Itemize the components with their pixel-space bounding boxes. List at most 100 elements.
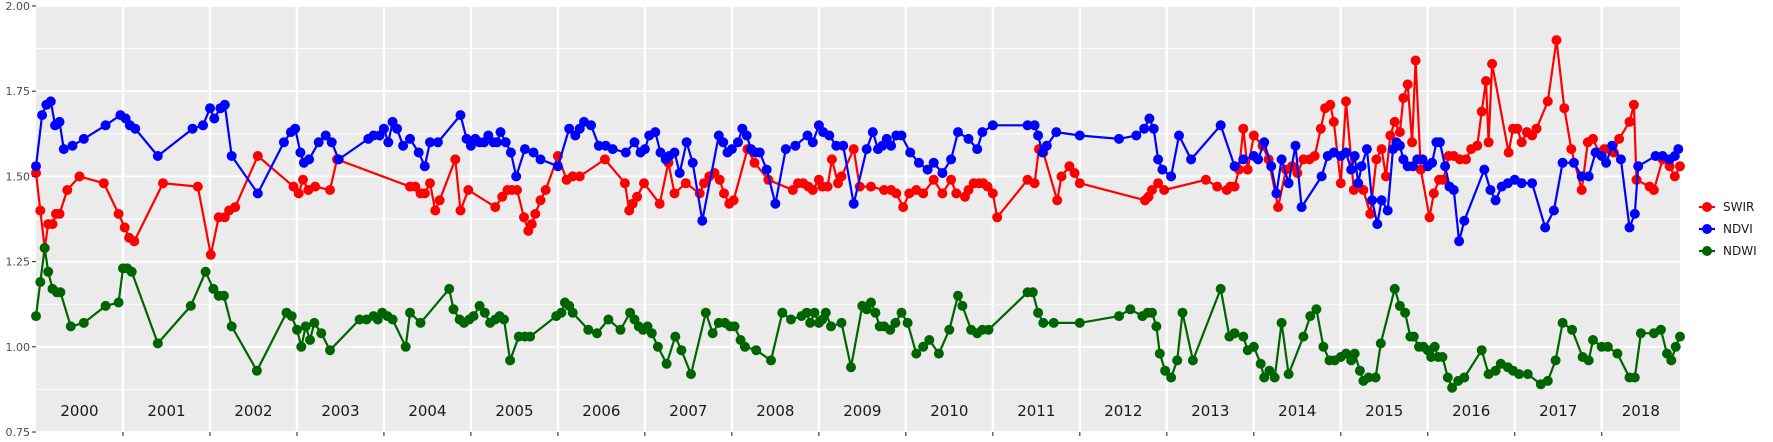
data-point (963, 133, 974, 144)
data-point (1487, 58, 1498, 69)
y-tick-label: 2.00 (6, 0, 31, 13)
data-point (1614, 133, 1625, 144)
data-point (205, 103, 215, 114)
data-point (226, 151, 237, 161)
data-point (992, 212, 1003, 223)
data-point (310, 181, 321, 192)
data-point (295, 147, 306, 158)
data-point (1408, 331, 1419, 342)
data-point (1607, 140, 1618, 151)
data-point (425, 178, 435, 189)
data-point (567, 307, 578, 318)
year-label: 2003 (321, 402, 359, 420)
data-point (898, 202, 909, 213)
data-point (632, 191, 643, 202)
data-point (1424, 212, 1435, 223)
data-point (1266, 161, 1277, 172)
data-point (415, 317, 426, 328)
data-point (963, 185, 974, 195)
year-label: 2015 (1365, 402, 1403, 420)
data-point (58, 144, 69, 155)
data-point (1361, 144, 1372, 155)
legend-label: NDWI (1723, 244, 1757, 258)
data-point (1341, 96, 1351, 107)
data-point (1557, 157, 1568, 168)
data-point (444, 283, 455, 294)
data-point (928, 174, 939, 185)
data-point (45, 96, 56, 107)
data-point (100, 300, 111, 311)
data-point (922, 164, 933, 175)
data-point (699, 178, 709, 189)
data-point (1033, 130, 1044, 141)
data-point (1675, 161, 1685, 172)
data-point (790, 140, 801, 151)
year-label: 2012 (1104, 402, 1142, 420)
data-point (1675, 331, 1685, 342)
data-point (1259, 137, 1270, 148)
data-point (1531, 123, 1542, 134)
data-point (1514, 369, 1525, 380)
data-point (78, 133, 89, 144)
data-point (1527, 178, 1538, 189)
data-point (1325, 99, 1336, 110)
data-point (47, 219, 58, 230)
data-point (432, 137, 443, 148)
data-point (809, 307, 820, 318)
data-point (1635, 328, 1646, 339)
data-point (378, 123, 389, 134)
data-point (1238, 123, 1249, 134)
data-point (669, 147, 680, 158)
data-point (1311, 304, 1322, 315)
data-point (1255, 358, 1266, 369)
data-point (1048, 317, 1059, 328)
data-point (425, 137, 435, 148)
data-point (252, 151, 263, 161)
data-point (1588, 133, 1598, 144)
data-point (1490, 195, 1501, 206)
data-point (519, 212, 529, 223)
legend-item-ndwi: NDWI (1699, 244, 1757, 258)
data-point (1485, 185, 1496, 195)
data-point (619, 178, 630, 189)
data-point (325, 345, 335, 356)
data-point (1027, 287, 1038, 298)
data-point (1229, 181, 1240, 192)
data-point (1363, 372, 1374, 383)
series-swir (31, 35, 1685, 260)
data-point (846, 362, 856, 373)
data-point (535, 154, 546, 165)
data-point (1559, 103, 1570, 114)
data-point (586, 120, 596, 131)
year-label: 2004 (408, 402, 446, 420)
data-point (1187, 355, 1198, 366)
data-point (599, 154, 610, 165)
y-tick-label: 1.00 (6, 341, 31, 354)
data-point (718, 137, 729, 148)
data-point (130, 123, 141, 134)
data-point (1346, 164, 1357, 175)
data-point (1370, 372, 1381, 383)
data-point (1341, 348, 1351, 359)
data-point (1516, 178, 1527, 189)
year-label: 2013 (1191, 402, 1229, 420)
data-point (333, 154, 344, 165)
data-point (1273, 202, 1284, 213)
data-point (1349, 151, 1360, 161)
data-point (987, 188, 998, 199)
data-point (749, 157, 760, 168)
data-point (218, 290, 229, 301)
data-point (714, 174, 725, 185)
data-point (468, 311, 479, 322)
data-point (1400, 307, 1411, 318)
data-point (866, 181, 876, 192)
data-point (1253, 154, 1264, 165)
data-point (226, 321, 237, 332)
data-point (831, 140, 842, 151)
data-point (1309, 151, 1320, 161)
data-point (1385, 130, 1396, 141)
data-point (1029, 120, 1040, 131)
data-point (354, 314, 365, 325)
data-point (455, 205, 466, 216)
data-point (67, 140, 78, 151)
